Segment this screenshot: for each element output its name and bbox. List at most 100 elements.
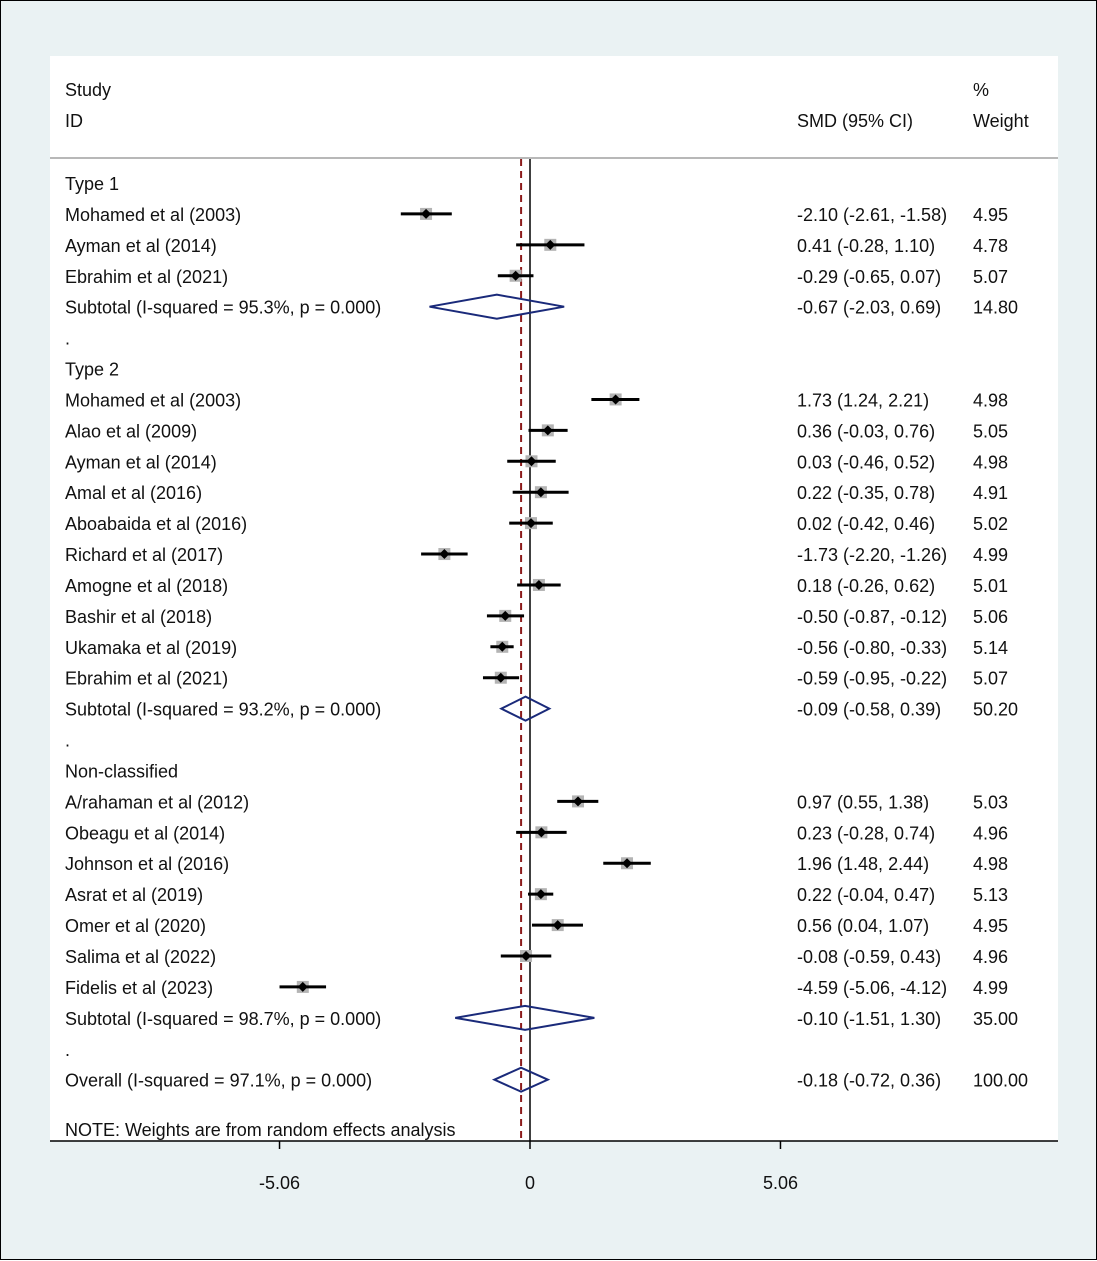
point-estimate-9 (526, 456, 537, 467)
ci-text-16: -0.59 (-0.95, -0.22) (797, 669, 947, 689)
point-estimate-11 (525, 518, 536, 529)
header-percent: % (973, 80, 989, 100)
weight-text-1: 4.95 (973, 205, 1008, 225)
point-estimate-22 (622, 858, 633, 869)
study-label-12: Richard et al (2017) (65, 545, 223, 565)
study-label-21: Obeagu et al (2014) (65, 823, 225, 843)
subtotal-label-4: Subtotal (I-squared = 95.3%, p = 0.000) (65, 298, 381, 318)
weight-text-29: 100.00 (973, 1071, 1028, 1091)
x-tick-label-1: 0 (525, 1173, 535, 1193)
ci-text-27: -0.10 (-1.51, 1.30) (797, 1009, 941, 1029)
rows-layer: Type 1 Mohamed et al (2003) -2.10 (-2.61, … (65, 159, 1028, 1141)
point-estimate-23 (535, 889, 546, 900)
header-study: Study (65, 80, 111, 100)
ci-text-22: 1.96 (1.48, 2.44) (797, 854, 929, 874)
point-estimate-15 (497, 641, 508, 652)
weight-text-16: 5.07 (973, 669, 1008, 689)
ci-text-12: -1.73 (-2.20, -1.26) (797, 545, 947, 565)
weight-text-4: 14.80 (973, 298, 1018, 318)
weight-text-13: 5.01 (973, 576, 1008, 596)
weight-text-9: 4.98 (973, 452, 1008, 472)
point-estimate-26 (297, 981, 308, 992)
point-estimate-13 (533, 579, 544, 590)
group-label-19: Non-classified (65, 761, 178, 781)
ci-text-29: -0.18 (-0.72, 0.36) (797, 1071, 941, 1091)
ci-text-25: -0.08 (-0.59, 0.43) (797, 947, 941, 967)
subtotal-label-27: Subtotal (I-squared = 98.7%, p = 0.000) (65, 1009, 381, 1029)
ci-text-14: -0.50 (-0.87, -0.12) (797, 607, 947, 627)
study-label-11: Aboabaida et al (2016) (65, 514, 247, 534)
spacer-label-5: . (65, 329, 70, 349)
point-estimate-25 (521, 951, 532, 961)
point-estimate-21 (536, 827, 547, 838)
weight-text-22: 4.98 (973, 854, 1008, 874)
header-weight: Weight (973, 111, 1029, 131)
point-estimate-24 (552, 920, 563, 931)
study-label-14: Bashir et al (2018) (65, 607, 212, 627)
overall-label-29: Overall (I-squared = 97.1%, p = 0.000) (65, 1071, 372, 1091)
point-estimate-14 (500, 610, 511, 621)
ci-text-7: 1.73 (1.24, 2.21) (797, 390, 929, 410)
point-estimate-3 (510, 270, 521, 281)
weight-text-27: 35.00 (973, 1009, 1018, 1029)
weight-text-24: 4.95 (973, 916, 1008, 936)
study-label-3: Ebrahim et al (2021) (65, 267, 228, 287)
weight-text-11: 5.02 (973, 514, 1008, 534)
weight-text-26: 4.99 (973, 978, 1008, 998)
overall-diamond-29 (491, 1066, 551, 1093)
weight-text-20: 5.03 (973, 792, 1008, 812)
spacer-label-28: . (65, 1040, 70, 1060)
study-label-8: Alao et al (2009) (65, 421, 197, 441)
study-label-1: Mohamed et al (2003) (65, 205, 241, 225)
spacer-label-18: . (65, 731, 70, 751)
ci-text-1: -2.10 (-2.61, -1.58) (797, 205, 947, 225)
subtotal-diamond-27 (455, 1004, 595, 1031)
ci-text-8: 0.36 (-0.03, 0.76) (797, 421, 935, 441)
point-estimate-1 (421, 208, 432, 219)
weight-text-23: 5.13 (973, 885, 1008, 905)
point-estimate-10 (535, 487, 546, 498)
subtotal-diamond-4 (429, 293, 565, 320)
header-smd: SMD (95% CI) (797, 111, 913, 131)
group-label-0: Type 1 (65, 174, 119, 194)
header-id: ID (65, 111, 83, 131)
ci-text-17: -0.09 (-0.58, 0.39) (797, 700, 941, 720)
weight-text-10: 4.91 (973, 483, 1008, 503)
point-estimate-16 (495, 672, 506, 683)
study-label-26: Fidelis et al (2023) (65, 978, 213, 998)
study-label-23: Asrat et al (2019) (65, 885, 203, 905)
weight-text-21: 4.96 (973, 823, 1008, 843)
point-estimate-20 (573, 796, 584, 807)
study-label-9: Ayman et al (2014) (65, 452, 217, 472)
study-label-2: Ayman et al (2014) (65, 236, 217, 256)
ci-text-13: 0.18 (-0.26, 0.62) (797, 576, 935, 596)
subtotal-label-17: Subtotal (I-squared = 93.2%, p = 0.000) (65, 700, 381, 720)
ci-text-20: 0.97 (0.55, 1.38) (797, 792, 929, 812)
ci-text-2: 0.41 (-0.28, 1.10) (797, 236, 935, 256)
point-estimate-7 (610, 394, 621, 405)
weight-text-12: 4.99 (973, 545, 1008, 565)
study-label-10: Amal et al (2016) (65, 483, 202, 503)
ci-text-10: 0.22 (-0.35, 0.78) (797, 483, 935, 503)
axis-ticks: -5.06 0 5.06 (259, 1141, 798, 1193)
study-label-22: Johnson et al (2016) (65, 854, 229, 874)
weight-text-17: 50.20 (973, 700, 1018, 720)
x-tick-label-2: 5.06 (763, 1173, 798, 1193)
study-label-16: Ebrahim et al (2021) (65, 669, 228, 689)
weight-text-7: 4.98 (973, 390, 1008, 410)
ci-text-15: -0.56 (-0.80, -0.33) (797, 638, 947, 658)
weight-text-3: 5.07 (973, 267, 1008, 287)
plot-panel (50, 56, 1058, 1141)
weight-text-15: 5.14 (973, 638, 1008, 658)
ci-text-26: -4.59 (-5.06, -4.12) (797, 978, 947, 998)
ci-text-23: 0.22 (-0.04, 0.47) (797, 885, 935, 905)
study-label-13: Amogne et al (2018) (65, 576, 228, 596)
study-label-15: Ukamaka et al (2019) (65, 638, 237, 658)
subtotal-diamond-17 (499, 695, 552, 722)
study-label-25: Salima et al (2022) (65, 947, 216, 967)
ci-text-9: 0.03 (-0.46, 0.52) (797, 452, 935, 472)
ci-text-24: 0.56 (0.04, 1.07) (797, 916, 929, 936)
study-label-24: Omer et al (2020) (65, 916, 206, 936)
